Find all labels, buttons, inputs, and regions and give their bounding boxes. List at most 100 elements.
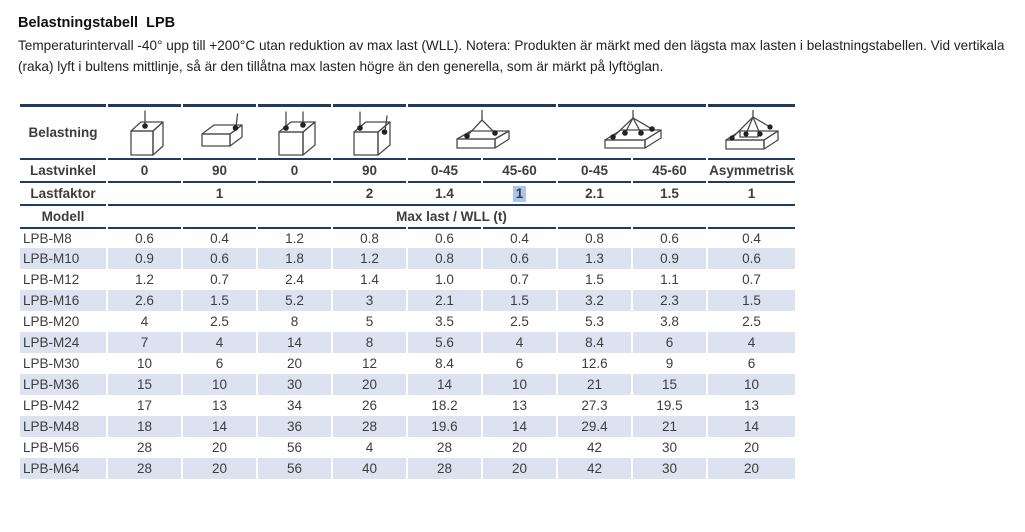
wll-value: 5.2	[258, 290, 331, 311]
lastfaktor-value: 2	[333, 181, 406, 204]
wll-value: 3.2	[558, 290, 631, 311]
wll-value: 3.8	[660, 314, 679, 329]
wll-value: 2.5	[742, 314, 761, 329]
wll-value: 28	[136, 440, 153, 455]
lastvinkel-value: 90	[333, 158, 406, 181]
asymmetric-four-leg-sling-icon	[724, 109, 779, 150]
wll-value: 4	[365, 440, 374, 455]
load-case-header-row: Belastning	[20, 104, 795, 158]
wll-value: 10	[483, 374, 556, 395]
wll-value: 0.6	[708, 248, 795, 269]
wll-value: 0.4	[483, 227, 556, 248]
wll-value: 0.8	[408, 248, 481, 269]
wll-value: 30	[633, 458, 706, 479]
wll-value: 1.4	[360, 272, 379, 287]
wll-value: 28	[436, 440, 453, 455]
wll-value: 15	[108, 374, 181, 395]
wll-value: 2.3	[633, 290, 706, 311]
wll-value: 4	[140, 314, 149, 329]
wll-value: 5	[365, 314, 374, 329]
model-name: LPB-M8	[20, 227, 106, 248]
lastfaktor-value: 1	[483, 181, 556, 204]
model-row: LPB-M42 17 13 34 26 18.2 13 27.3 19.5 13	[20, 395, 795, 416]
model-row: LPB-M24 7 4 14 8 5.6 4 8.4 6 4	[20, 332, 795, 353]
table-corner-label: Belastning	[20, 104, 106, 158]
wll-value: 0.4	[708, 227, 795, 248]
wll-value: 0.9	[108, 248, 181, 269]
wll-value: 20	[511, 440, 528, 455]
wll-value: 1.2	[258, 227, 331, 248]
wll-value: 0.6	[108, 227, 181, 248]
wll-value: 0.6	[183, 248, 256, 269]
model-row: LPB-M16 2.6 1.5 5.2 3 2.1 1.5 3.2 2.3 1.5	[20, 290, 795, 311]
wll-value: 0.6	[408, 227, 481, 248]
wll-value: 4	[183, 332, 256, 353]
four-leg-sling-icon	[604, 109, 662, 149]
wll-value: 12.6	[581, 356, 608, 371]
wll-value: 0.7	[742, 272, 761, 287]
wll-value: 5.6	[408, 332, 481, 353]
wll-value: 1.5	[708, 290, 795, 311]
page-title: Belastningstabell LPB	[18, 15, 176, 31]
wll-value: 1.0	[435, 272, 454, 287]
wll-value: 30	[661, 440, 678, 455]
wll-value: 6	[633, 332, 706, 353]
load-case-cell	[183, 104, 256, 158]
load-case-cell	[408, 104, 556, 158]
two-leg-sling-angled-icon	[456, 109, 510, 149]
wll-value: 0.6	[633, 227, 706, 248]
model-data-rows: LPB-M8 0.6 0.4 1.2 0.8 0.6 0.4 0.8 0.6 0.4 LPB-M10…	[20, 227, 795, 479]
wll-value: 4	[708, 332, 795, 353]
wll-value: 8.4	[558, 332, 631, 353]
lastfaktor-value	[258, 181, 331, 204]
wll-value: 0.4	[183, 227, 256, 248]
wll-value: 0.9	[633, 248, 706, 269]
load-case-cell	[708, 104, 795, 158]
wll-value: 20	[211, 440, 228, 455]
wll-value: 42	[586, 440, 603, 455]
wll-value: 34	[286, 398, 303, 413]
datasheet-page: Belastningstabell LPB Temperaturinterval…	[18, 15, 1004, 479]
model-name: LPB-M30	[23, 356, 80, 371]
lastvinkel-value: 0	[108, 158, 181, 181]
wll-value: 13	[511, 398, 528, 413]
wll-value: 13	[743, 398, 760, 413]
wll-value: 2.5	[510, 314, 529, 329]
lastvinkel-value: 45-60	[483, 158, 556, 181]
wll-value: 20	[483, 458, 556, 479]
wll-value: 1.5	[483, 290, 556, 311]
wll-value: 1.1	[660, 272, 679, 287]
lastvinkel-value: 0-45	[408, 158, 481, 181]
model-row: LPB-M8 0.6 0.4 1.2 0.8 0.6 0.4 0.8 0.6 0.4	[20, 227, 795, 248]
modell-label: Modell	[20, 204, 106, 227]
model-name: LPB-M64	[20, 458, 106, 479]
wll-value: 1.5	[183, 290, 256, 311]
load-table: Belastning	[18, 104, 797, 479]
wll-value: 19.6	[408, 416, 481, 437]
wll-value: 0.7	[210, 272, 229, 287]
wll-value: 0.7	[510, 272, 529, 287]
lastvinkel-value: 45-60	[633, 158, 706, 181]
load-case-cell	[558, 104, 706, 158]
model-name: LPB-M42	[23, 398, 80, 413]
lastfaktor-label: Lastfaktor	[20, 181, 106, 204]
wll-value: 5.3	[585, 314, 604, 329]
wll-value: 1.3	[558, 248, 631, 269]
wll-value: 18	[108, 416, 181, 437]
wll-value: 1.8	[258, 248, 331, 269]
lastfaktor-value	[108, 181, 181, 204]
model-row: LPB-M56 28 20 56 4 28 20 42 30 20	[20, 437, 795, 458]
wll-value: 56	[286, 440, 303, 455]
wll-value: 20	[708, 458, 795, 479]
wll-value: 8.4	[435, 356, 454, 371]
load-case-cell	[108, 104, 181, 158]
wll-value: 3	[333, 290, 406, 311]
wll-value: 1.2	[135, 272, 154, 287]
wll-value: 0.6	[483, 248, 556, 269]
wll-value: 21	[558, 374, 631, 395]
model-row: LPB-M64 28 20 56 40 28 20 42 30 20	[20, 458, 795, 479]
wll-value: 19.5	[656, 398, 683, 413]
wll-value: 14	[183, 416, 256, 437]
lastfaktor-row: Lastfaktor 1 2 1.4 1 2.1 1.5 1	[20, 181, 795, 204]
wll-value: 1.2	[333, 248, 406, 269]
